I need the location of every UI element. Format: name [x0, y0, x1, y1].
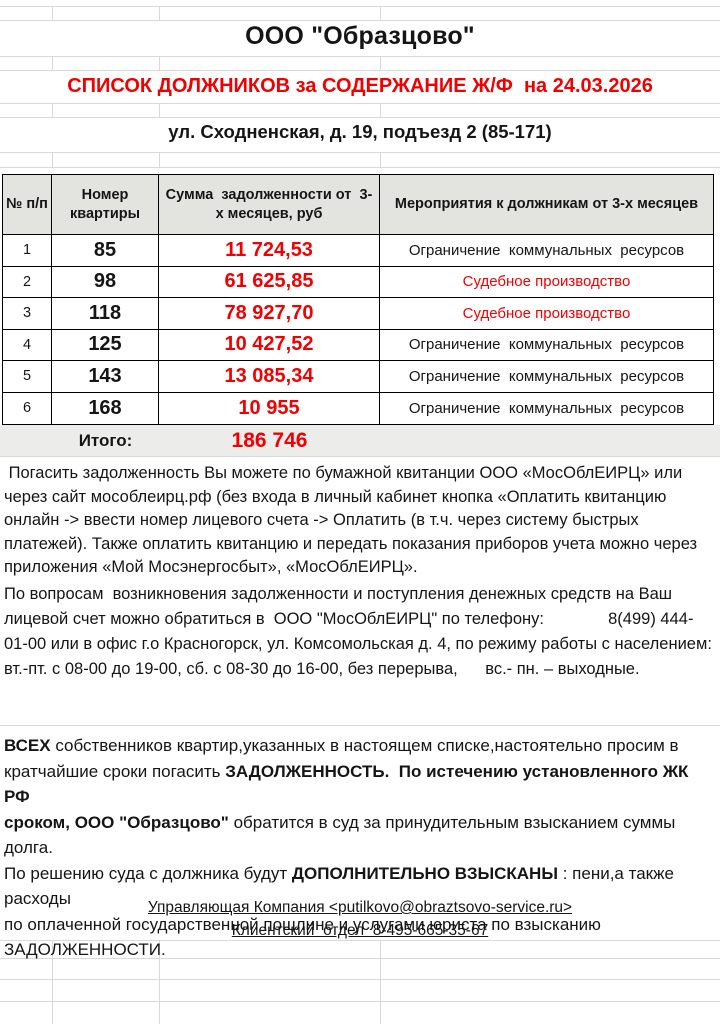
row-number-cell: 2 — [3, 266, 52, 297]
debtor-action-cell: Ограничение коммунальных ресурсов — [408, 336, 685, 354]
gridline-horizontal — [0, 167, 720, 168]
gridline-vertical — [52, 56, 53, 70]
debt-amount-cell: 61 625,85 — [159, 266, 380, 297]
header-actions: Мероприятия к должникам от 3-х месяцев — [394, 196, 699, 213]
gridline-horizontal — [0, 152, 720, 153]
gridline-horizontal — [0, 103, 720, 104]
gridline-horizontal — [0, 979, 720, 980]
table-row: 1 85 11 724,53 Ограничение коммунальных … — [3, 235, 713, 267]
table-row: 6 168 10 955 Ограничение коммунальных ре… — [3, 392, 713, 424]
warning-bold-segment: ЗАДОЛЖЕННОСТЬ. — [225, 761, 390, 781]
gridline-vertical — [380, 103, 381, 117]
contact-info-paragraph: По вопросам возникновения задолженности … — [4, 585, 712, 678]
debt-warning-paragraph: ВСЕХ собственников квартир,указанных в н… — [4, 733, 716, 963]
warning-bold-segment: ДОПОЛНИТЕЛЬНО ВЗЫСКАНЫ — [291, 863, 558, 883]
header-apartment: Номер квартиры — [52, 175, 159, 234]
warning-text-segment: обратится в суд за принудительным взыска… — [4, 812, 676, 883]
header-num: № п/п — [3, 175, 52, 234]
debtor-list-title: СПИСОК ДОЛЖНИКОВ за СОДЕРЖАНИЕ Ж/Ф на 24… — [67, 75, 653, 97]
header-amount: Сумма задолженности от 3- х месяцев, руб — [159, 175, 380, 234]
gridline-vertical — [52, 152, 53, 167]
debtor-action-cell: Судебное производство — [462, 304, 631, 322]
gridline-vertical — [52, 940, 53, 1024]
table-row: 2 98 61 625,85 Судебное производство — [3, 266, 713, 298]
payment-info-paragraph: Погасить задолженность Вы можете по бума… — [4, 464, 698, 576]
gridline-vertical — [380, 6, 381, 20]
apartment-number-cell: 118 — [52, 298, 159, 329]
row-number-cell: 3 — [3, 298, 52, 329]
table-row: 4 125 10 427,52 Ограничение коммунальных… — [3, 329, 713, 361]
gridline-vertical — [52, 103, 53, 117]
warning-text-segment — [389, 762, 398, 781]
apartment-number-cell: 143 — [52, 361, 159, 392]
gridline-vertical — [380, 940, 381, 1024]
gridline-horizontal — [0, 958, 720, 959]
gridline-horizontal — [0, 940, 720, 941]
client-department-phone: Клиентский отдел 8-495-665-35-67 — [0, 922, 720, 940]
gridline-horizontal — [0, 1001, 720, 1002]
total-label: Итого: — [78, 430, 133, 450]
gridline-vertical — [159, 6, 160, 20]
gridline-vertical — [380, 56, 381, 70]
gridline-vertical — [159, 56, 160, 70]
apartment-number-cell: 125 — [52, 329, 159, 360]
gridline-vertical — [159, 152, 160, 167]
gridline-horizontal — [0, 117, 720, 118]
gridline-horizontal — [0, 725, 720, 726]
debt-amount-cell: 10 955 — [159, 392, 380, 424]
company-title: ООО "Образцово" — [245, 22, 475, 50]
gridline-vertical — [380, 152, 381, 167]
warning-text-segment: : пени,а также расходы по оплаченной гос… — [4, 863, 674, 960]
address-title: ул. Сходненская, д. 19, подъезд 2 (85-17… — [168, 121, 552, 142]
client-department-phone-text: Клиентский отдел 8-495-665-35-67 — [231, 922, 489, 939]
gridline-vertical — [159, 940, 160, 1024]
gridline-horizontal — [0, 56, 720, 57]
apartment-number-cell: 168 — [52, 392, 159, 424]
debtor-action-cell: Судебное производство — [462, 273, 631, 291]
debt-amount-cell: 78 927,70 — [159, 298, 380, 329]
gridline-vertical — [52, 6, 53, 20]
table-header-row: № п/п Номер квартиры Сумма задолженности… — [3, 175, 713, 235]
total-row: Итого: 186 746 — [0, 425, 720, 457]
debtor-action-cell: Ограничение коммунальных ресурсов — [408, 399, 685, 417]
debt-amount-cell: 13 085,34 — [159, 361, 380, 392]
table-row: 5 143 13 085,34 Ограничение коммунальных… — [3, 361, 713, 393]
debtor-action-cell: Ограничение коммунальных ресурсов — [408, 367, 685, 385]
apartment-number-cell: 85 — [52, 235, 159, 266]
row-number-cell: 5 — [3, 361, 52, 392]
table-row: 3 118 78 927,70 Судебное производство — [3, 298, 713, 330]
debt-amount-cell: 11 724,53 — [159, 235, 380, 266]
debt-amount-cell: 10 427,52 — [159, 329, 380, 360]
gridline-horizontal — [0, 20, 720, 21]
management-company-contact[interactable]: Управляющая Компания <putilkovo@obraztso… — [0, 899, 720, 917]
debtor-action-cell: Ограничение коммунальных ресурсов — [408, 241, 685, 259]
gridline-vertical — [159, 103, 160, 117]
row-number-cell: 1 — [3, 235, 52, 266]
gridline-horizontal — [0, 70, 720, 71]
row-number-cell: 4 — [3, 329, 52, 360]
row-number-cell: 6 — [3, 392, 52, 424]
warning-bold-segment: ВСЕХ — [4, 736, 51, 755]
gridline-horizontal — [0, 6, 720, 7]
total-amount: 186 746 — [231, 428, 308, 452]
debtors-table: № п/п Номер квартиры Сумма задолженности… — [2, 174, 714, 425]
warning-text-segment: собственников квартир,указанных в настоя… — [4, 736, 679, 781]
warning-bold-segment: По истечению установленного ЖК РФ сроком… — [4, 761, 689, 832]
apartment-number-cell: 98 — [52, 266, 159, 297]
management-company-email-link[interactable]: Управляющая Компания <putilkovo@obraztso… — [147, 899, 573, 916]
